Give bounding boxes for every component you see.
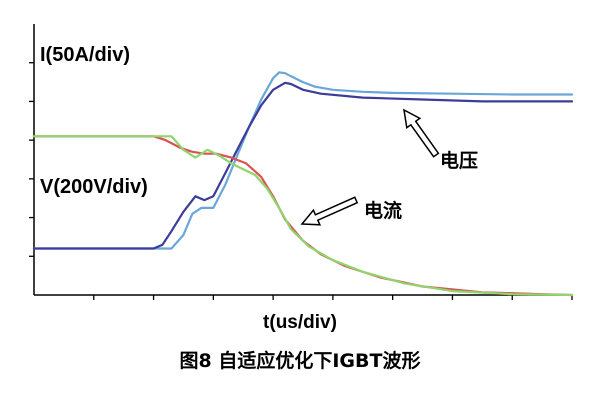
series-lines	[32, 71, 574, 297]
series-line-3	[32, 135, 574, 297]
annotation-arrows	[300, 108, 440, 226]
series-line-4	[32, 135, 574, 297]
y-axis-label-current: I(50A/div)	[40, 44, 131, 66]
y-axis-label-voltage: V(200V/div)	[40, 176, 148, 198]
axes	[33, 24, 572, 296]
x-axis-label: t(us/div)	[263, 312, 337, 333]
annotation-current-label: 电流	[364, 200, 403, 222]
axis-ticks	[29, 62, 573, 300]
annotation-arrow-voltage	[403, 108, 440, 158]
annotation-voltage-label: 电压	[440, 150, 479, 172]
figure-caption: 图8 自适应优化下IGBT波形	[179, 350, 421, 372]
annotation-arrow-current	[300, 196, 359, 226]
series-line-1	[32, 71, 574, 250]
series-line-2	[32, 81, 574, 250]
